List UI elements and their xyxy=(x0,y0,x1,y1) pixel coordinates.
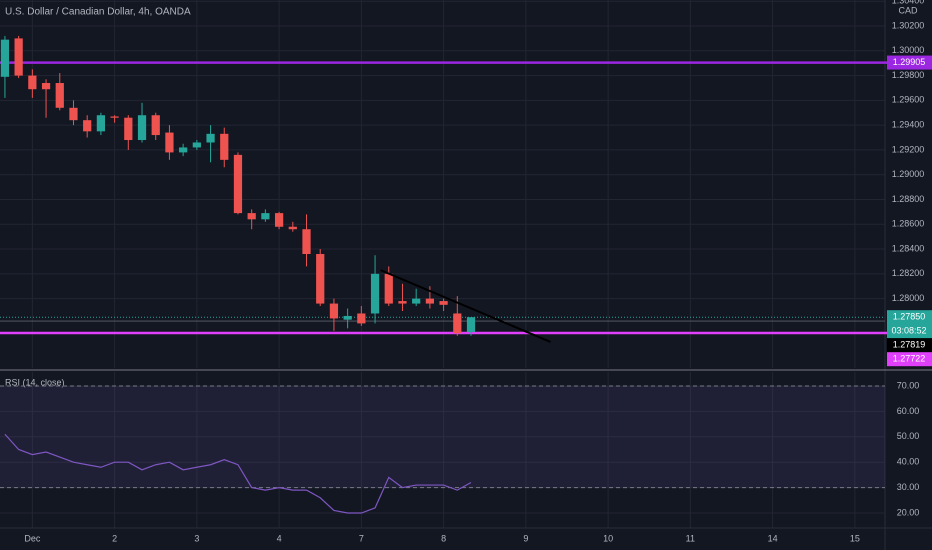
candle-body xyxy=(274,213,284,227)
y-tick-label: 1.30400 xyxy=(892,0,925,6)
candle-body xyxy=(0,39,10,77)
candle-body xyxy=(370,273,380,314)
price-tag-text: 1.27850 xyxy=(893,312,926,322)
candle-body xyxy=(165,132,174,153)
candle-body xyxy=(233,154,243,214)
candle-body xyxy=(357,313,366,324)
candle-body xyxy=(55,83,64,108)
price-tag xyxy=(887,310,932,339)
price-tag xyxy=(887,55,932,70)
y-tick-label: 1.30200 xyxy=(892,20,925,30)
y-tick-label: 1.28000 xyxy=(892,293,925,303)
rsi-line xyxy=(4,433,472,514)
candle-body xyxy=(96,115,106,132)
candle-body xyxy=(466,317,476,333)
y-tick-label: 1.29400 xyxy=(892,120,925,130)
y-tick-label: 1.29800 xyxy=(892,70,925,80)
candle-body xyxy=(453,313,462,334)
x-tick-label: Dec xyxy=(24,533,41,543)
candle-body xyxy=(124,117,133,141)
price-tag xyxy=(887,338,932,353)
y-tick-label: 1.30000 xyxy=(892,45,925,55)
x-tick-label: 2 xyxy=(112,533,117,543)
price-tag-text: 1.27722 xyxy=(893,354,926,364)
candle-body xyxy=(83,120,92,132)
x-tick-label: 8 xyxy=(441,533,446,543)
x-tick-label: 7 xyxy=(359,533,364,543)
candle-body xyxy=(14,38,23,76)
y-tick-label: 1.29600 xyxy=(892,95,925,105)
x-tick-label: 3 xyxy=(194,533,199,543)
rsi-band xyxy=(0,385,885,488)
y-tick-label: 1.28800 xyxy=(892,194,925,204)
candle-body xyxy=(302,229,311,255)
candle-body xyxy=(261,213,270,220)
x-tick-label: 9 xyxy=(523,533,528,543)
candle-body xyxy=(316,254,325,304)
y-tick-label: 30.00 xyxy=(897,482,920,492)
candle-body xyxy=(179,147,188,153)
currency-label: CAD xyxy=(898,5,918,15)
price-tag-text: 1.29905 xyxy=(893,57,926,67)
candle-body xyxy=(110,116,119,118)
candle-body xyxy=(288,226,297,230)
candle-body xyxy=(384,273,393,304)
y-tick-label: 20.00 xyxy=(897,507,920,517)
y-tick-label: 1.28600 xyxy=(892,219,925,229)
x-tick-label: 4 xyxy=(277,533,282,543)
candle-body xyxy=(206,133,215,143)
candle-body xyxy=(137,115,147,141)
candle-body xyxy=(69,107,78,121)
candle-body xyxy=(329,303,339,319)
candle-body xyxy=(425,298,435,304)
candle-body xyxy=(343,315,352,320)
chart-title: U.S. Dollar / Canadian Dollar, 4h, OANDA xyxy=(5,7,191,18)
indicator-title: RSI (14, close) xyxy=(5,377,65,387)
candle-body xyxy=(220,133,229,160)
candle-body xyxy=(398,301,407,304)
y-tick-label: 60.00 xyxy=(897,406,920,416)
trendline xyxy=(380,269,551,343)
x-tick-label: 10 xyxy=(603,533,613,543)
candle-body xyxy=(28,75,37,90)
y-tick-label: 1.29200 xyxy=(892,144,925,154)
candle-body xyxy=(41,83,51,90)
y-tick-label: 1.29000 xyxy=(892,169,925,179)
y-tick-label: 70.00 xyxy=(897,380,920,390)
y-tick-label: 1.28200 xyxy=(892,268,925,278)
candle-body xyxy=(192,142,201,148)
y-tick-label: 1.28400 xyxy=(892,243,925,253)
x-tick-label: 14 xyxy=(768,533,778,543)
y-tick-label: 50.00 xyxy=(897,431,920,441)
price-tag-text: 1.27819 xyxy=(893,340,926,350)
price-tag-text: 03:08:52 xyxy=(891,326,926,336)
y-tick-label: 40.00 xyxy=(897,457,920,467)
price-tag xyxy=(887,352,932,367)
candle-body xyxy=(151,115,160,136)
candle-body xyxy=(439,301,448,305)
x-tick-label: 15 xyxy=(850,533,860,543)
candle-body xyxy=(412,298,421,304)
x-tick-label: 11 xyxy=(686,533,695,543)
candle-body xyxy=(247,213,256,220)
